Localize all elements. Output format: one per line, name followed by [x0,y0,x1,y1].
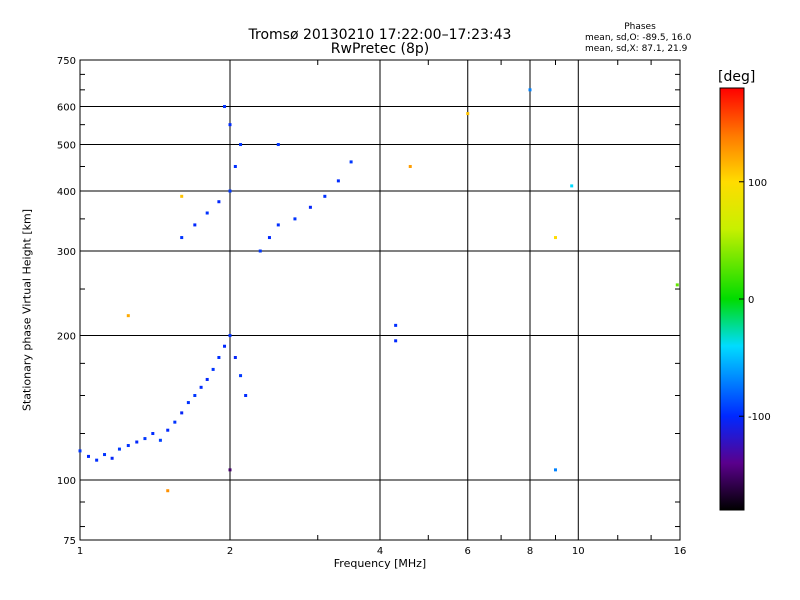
y-axis-label: Stationary phase Virtual Height [km] [20,208,34,412]
data-point [570,184,574,188]
data-point [408,164,412,168]
data-point [78,449,82,453]
data-point [126,444,130,448]
x-tick-label: 16 [674,546,687,557]
data-point [158,438,162,442]
y-tick-label: 750 [57,56,76,67]
data-point [126,314,130,318]
data-point [323,194,327,198]
colorbar-unit-label: [deg] [718,69,756,85]
data-point [143,437,147,441]
x-tick-label: 6 [465,546,471,557]
x-tick-label: 4 [377,546,383,557]
data-point [180,194,184,198]
phase-stats-title: Phases [624,22,656,32]
colorbar-tick-label: 100 [748,178,767,189]
data-point [103,453,107,457]
data-point [239,374,243,378]
y-tick-label: 300 [57,247,76,258]
data-point [193,394,197,398]
data-point [217,355,221,359]
data-point [394,323,398,327]
data-point [675,283,679,287]
data-point [199,385,203,389]
data-point [173,420,177,424]
x-tick-label: 10 [572,546,585,557]
y-tick-label: 200 [57,332,76,343]
phase-stats-o: mean, sd,O: -89.5, 16.0 [585,33,692,43]
data-point [233,355,237,359]
data-point [166,428,170,432]
data-point [233,164,237,168]
data-point [336,179,340,183]
data-point [276,143,280,147]
data-point [258,249,262,253]
data-point [180,236,184,240]
data-point [223,105,227,109]
data-point [308,205,312,209]
data-point [110,456,114,460]
y-tick-label: 75 [63,536,76,547]
data-point [117,447,121,451]
data-point [293,217,297,221]
data-point [244,394,248,398]
x-tick-label: 2 [227,546,233,557]
data-point [228,123,232,127]
colorbar-tick-label: 0 [748,295,754,306]
data-point [166,489,170,493]
data-point [553,468,557,472]
data-point [267,236,271,240]
data-point [211,367,215,371]
data-point [180,411,184,415]
data-point [151,432,155,436]
data-point [217,200,221,204]
data-point [205,377,209,381]
data-point [95,458,99,462]
data-point [205,211,209,215]
chart-subtitle: RwPretec (8p) [330,41,430,57]
data-point [186,401,190,405]
data-point [223,344,227,348]
data-point [528,88,532,92]
data-point [466,112,470,116]
colorbar-tick-label: -100 [748,412,771,423]
y-tick-label: 100 [57,476,76,487]
data-point [228,334,232,338]
x-tick-label: 8 [527,546,533,557]
y-tick-label: 600 [57,103,76,114]
data-point [228,189,232,193]
x-axis-label: Frequency [MHz] [333,557,427,570]
data-point [553,236,557,240]
y-tick-label: 400 [57,187,76,198]
data-point [349,160,353,164]
data-point [394,339,398,343]
y-tick-label: 500 [57,141,76,152]
data-point [86,454,90,458]
chart-title: Tromsø 20130210 17:22:00–17:23:43 [248,27,512,43]
data-point [276,223,280,227]
x-tick-label: 1 [77,546,83,557]
data-point [135,440,139,444]
data-point [193,223,197,227]
data-point [239,143,243,147]
data-point [228,468,232,472]
phase-stats-x: mean, sd,X: 87.1, 21.9 [585,44,688,54]
